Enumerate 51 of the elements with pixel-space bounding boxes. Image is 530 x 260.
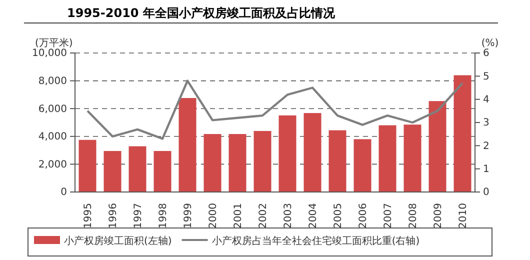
- bar: [228, 134, 246, 192]
- bar: [204, 134, 222, 192]
- bar: [128, 146, 146, 192]
- legend-label: 小产权房竣工面积(左轴): [64, 235, 172, 247]
- bar: [278, 115, 296, 192]
- y-tick-label: 6,000: [38, 104, 67, 115]
- bar: [104, 150, 122, 192]
- legend-label: 小产权房占当年全社会住宅竣工面积比重(右轴): [212, 235, 420, 247]
- x-tick-label: 2006: [358, 203, 369, 228]
- y2-tick-label: 2: [483, 140, 490, 152]
- bar: [328, 130, 346, 192]
- x-tick-label: 2005: [333, 203, 344, 228]
- y2-tick-label: 3: [483, 118, 490, 129]
- y-tick-label: 10,000: [32, 48, 67, 60]
- y2-axis-title: (%): [481, 38, 499, 49]
- y-tick-label: 0: [60, 187, 67, 198]
- bar: [304, 113, 322, 192]
- y-axis-title: (万平米): [35, 37, 73, 49]
- x-tick-label: 1999: [183, 203, 194, 228]
- x-tick-label: 1996: [108, 203, 119, 228]
- x-tick-label: 1997: [133, 203, 144, 228]
- bar: [404, 124, 422, 192]
- x-tick-label: 2008: [408, 203, 419, 228]
- bar: [254, 130, 272, 192]
- x-tick-label: 2001: [233, 203, 244, 228]
- bar: [154, 150, 172, 192]
- y2-tick-label: 5: [483, 71, 490, 82]
- y-tick-label: 2,000: [38, 159, 67, 170]
- x-tick-label: 1998: [158, 203, 169, 228]
- x-tick-label: 2007: [383, 203, 394, 228]
- bar: [178, 98, 196, 192]
- y2-tick-label: 1: [483, 164, 490, 176]
- x-tick-label: 2002: [258, 203, 269, 228]
- bar: [354, 139, 372, 192]
- bar: [378, 125, 396, 192]
- y-tick-label: 4,000: [38, 132, 67, 143]
- x-tick-label: 2009: [433, 203, 444, 228]
- x-tick-label: 2003: [283, 203, 294, 228]
- chart-title: 1995-2010 年全国小产权房竣工面积及占比情况: [67, 6, 336, 20]
- x-tick-label: 2010: [458, 203, 469, 228]
- y2-tick-label: 4: [483, 94, 490, 106]
- bar: [454, 75, 472, 192]
- y2-tick-label: 6: [483, 48, 490, 60]
- bar: [428, 101, 446, 192]
- x-tick-label: 1995: [83, 203, 94, 228]
- line-series: [86, 80, 464, 140]
- x-tick-label: 2004: [308, 203, 319, 228]
- y2-tick-label: 0: [483, 187, 490, 198]
- bar: [78, 140, 96, 192]
- y-tick-label: 8,000: [38, 76, 67, 87]
- x-tick-label: 2000: [208, 203, 219, 228]
